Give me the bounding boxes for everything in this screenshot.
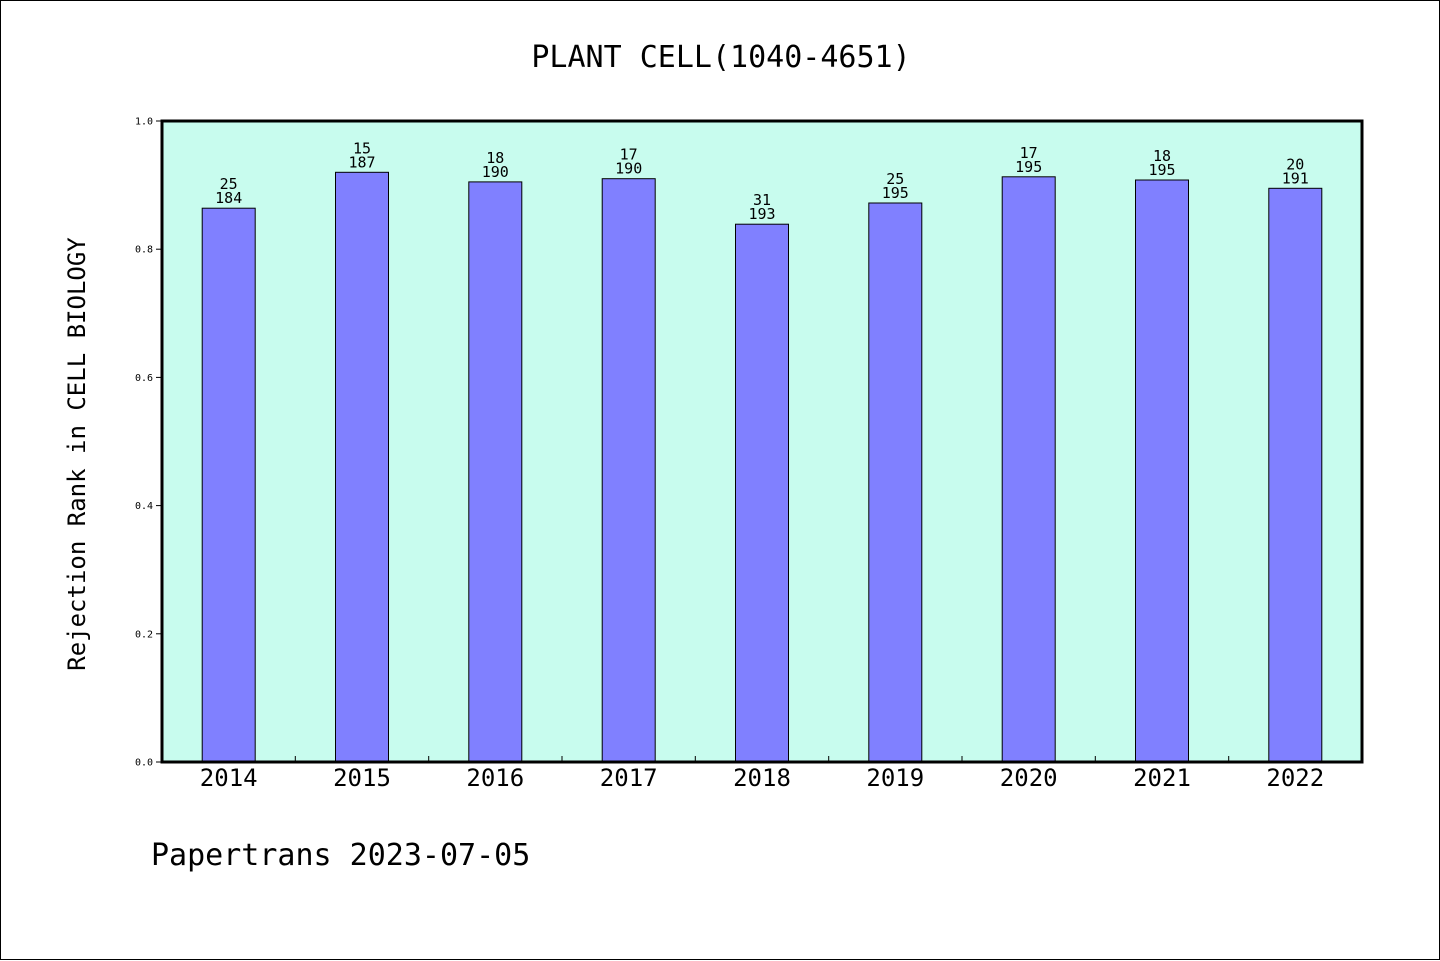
bars-layer (201, 171, 1323, 763)
y-tick-label-5: 1.0 (135, 117, 153, 128)
y-tick-label-1: 0.2 (135, 629, 153, 640)
bar-2015 (335, 171, 389, 763)
bar-label-rank-2018: 31 (753, 191, 771, 209)
bar-2019 (868, 202, 923, 763)
bar-label-total-2021: 195 (1148, 161, 1175, 179)
y-tick-label-2: 0.4 (135, 501, 153, 512)
bar-label-total-2019: 195 (882, 184, 909, 202)
bar-label-total-2017: 190 (615, 160, 642, 178)
bar-label-rank-2015: 15 (353, 139, 371, 157)
bar-label-total-2014: 184 (215, 189, 242, 207)
bar-2016 (468, 181, 523, 763)
bar-2021 (1135, 179, 1189, 763)
y-tick-label-4: 0.8 (135, 245, 153, 256)
bar-2014 (201, 207, 256, 763)
x-axis: 2014 2015 2016 2017 2018 2019 2020 2021 2022 (200, 756, 1324, 792)
y-tick-label-0: 0.0 (135, 758, 153, 769)
bar-2018 (735, 223, 789, 763)
x-tick-label-2020: 2020 (1000, 764, 1058, 792)
bar-label-total-2015: 187 (348, 153, 375, 171)
bar-2017 (601, 178, 656, 763)
footer-credit: Papertrans 2023-07-05 (151, 838, 530, 873)
x-tick-label-2014: 2014 (200, 764, 258, 792)
y-axis-title: Rejection Rank in CELL BIOLOGY (63, 237, 91, 671)
x-tick-label-2016: 2016 (466, 764, 524, 792)
x-tick-label-2015: 2015 (333, 764, 391, 792)
bar-label-rank-2016: 18 (486, 149, 504, 167)
x-tick-label-2018: 2018 (733, 764, 791, 792)
bar-label-total-2018: 193 (748, 205, 775, 223)
bar-label-total-2016: 190 (482, 163, 509, 181)
bar-label-total-2022: 191 (1282, 169, 1309, 187)
bar-label-rank-2020: 17 (1020, 144, 1038, 162)
bar-2020 (1001, 176, 1056, 763)
y-tick-label-3: 0.6 (135, 373, 153, 384)
y-axis: 0.0 0.2 0.4 0.6 0.8 1.0 (135, 117, 162, 769)
plot-border (160, 119, 1364, 764)
bar-label-rank-2014: 25 (220, 175, 238, 193)
bar-label-rank-2017: 17 (620, 146, 638, 164)
x-tick-label-2019: 2019 (866, 764, 924, 792)
bar-label-rank-2019: 25 (886, 170, 904, 188)
bar-label-rank-2022: 20 (1286, 155, 1304, 173)
bar-label-rank-2021: 18 (1153, 147, 1171, 165)
chart-title: PLANT CELL(1040-4651) (531, 40, 910, 75)
x-tick-label-2021: 2021 (1133, 764, 1191, 792)
x-tick-label-2017: 2017 (600, 764, 658, 792)
bar-2022 (1268, 187, 1323, 763)
x-tick-label-2022: 2022 (1266, 764, 1324, 792)
bar-label-total-2020: 195 (1015, 158, 1042, 176)
